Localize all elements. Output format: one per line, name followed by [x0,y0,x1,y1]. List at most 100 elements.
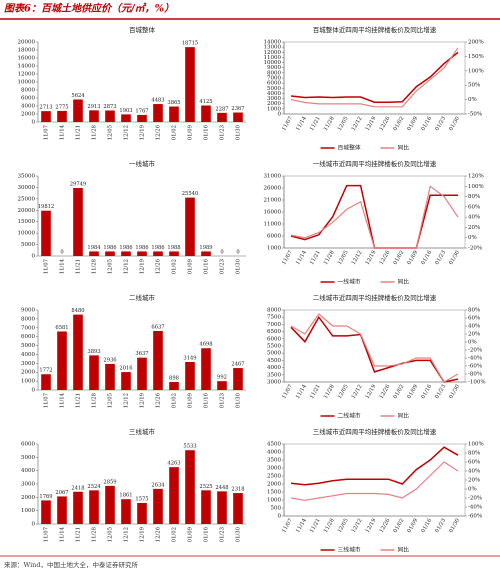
x-tick-label: 11/21 [309,518,322,534]
bar [153,251,163,256]
legend-label: 百城整体 [338,144,361,152]
y-tick-label: 0 [32,254,36,260]
y2-tick-label: 60% [468,460,480,466]
bar [89,110,99,122]
y-tick-label: 0 [278,514,282,520]
y-tick-label: 1000 [267,498,281,504]
x-tick-label: 12/26 [156,258,162,274]
x-tick-label: 12/05 [108,259,114,274]
y-tick-label: 3000 [267,466,281,472]
y2-tick-label: 80% [468,194,480,200]
y2-tick-label: -40% [468,356,482,362]
value-label: 1986 [103,245,116,251]
bar [185,197,195,256]
bar [153,488,163,524]
y2-tick-label: 100% [468,442,484,448]
x-tick-label: 01/02 [172,259,178,274]
bar [169,106,179,122]
x-tick-label: 01/23 [434,116,447,132]
y2-tick-label: -60% [468,364,482,370]
bar [73,188,83,256]
legend-label: 同比 [398,144,410,152]
y-tick-label: 10000 [18,80,36,86]
y-tick-label: 20000 [18,208,36,214]
x-tick-label: 12/19 [140,526,146,542]
value-label: 2367 [231,106,244,112]
chart-title: 二线城市近四周平均挂牌楼板价及同比增速 [313,293,437,302]
y-tick-label: 1000 [267,106,281,112]
x-tick-label: 11/28 [92,526,98,542]
x-tick-label: 11/07 [281,116,294,132]
y-tick-label: 26000 [264,186,282,192]
x-tick-label: 01/30 [448,517,461,534]
series-line [290,47,459,108]
x-tick-label: 12/26 [156,124,162,140]
series-line [290,184,458,249]
x-tick-label: 01/30 [448,383,461,400]
y-tick-label: 8000 [21,88,35,94]
y-tick-label: 0 [32,522,36,528]
value-label: 3149 [183,356,196,362]
y-tick-label: 6000 [267,81,281,87]
bar [121,499,131,524]
y-tick-label: 4000 [267,450,281,456]
value-label: 2859 [103,479,116,485]
y-tick-label: 5000 [21,455,35,461]
series-line [290,315,459,383]
x-tick-label: 01/30 [236,258,242,274]
value-label: 2936 [103,357,116,363]
bar [89,251,99,256]
value-label: 3865 [167,100,180,106]
y-tick-label: 5500 [267,344,281,350]
y-tick-label: 500 [271,506,282,512]
value-label: 1986 [151,245,164,251]
y2-tick-label: 20% [468,478,480,484]
y2-tick-label: -50% [468,112,482,118]
value-label: 5533 [183,444,196,450]
value-label: 2467 [231,362,244,368]
x-tick-label: 11/21 [76,259,82,274]
bar [41,111,51,122]
value-label: 2713 [39,105,52,111]
y-tick-label: 16000 [18,56,36,62]
chart-title: 一线城市近四周平均挂牌楼板价及同比增速 [313,159,437,168]
x-tick-label: 01/09 [188,258,194,274]
value-label: 1861 [119,493,132,499]
bar [105,363,115,390]
bar [233,368,243,390]
bar [105,485,115,524]
bar [73,491,83,524]
x-tick-label: 12/19 [365,249,378,266]
x-tick-label: 01/16 [204,392,210,408]
bar [137,114,147,122]
x-tick-label: 01/30 [236,526,242,542]
value-label: 1903 [119,108,132,114]
y-tick-label: 1000 [21,379,35,385]
legend-label: 同比 [398,412,410,420]
value-label: 1989 [199,245,212,251]
x-tick-label: 01/02 [393,384,406,400]
bar [105,251,115,256]
y2-tick-label: -40% [468,505,482,511]
x-tick-label: 11/28 [323,115,336,132]
value-label: 2524 [87,484,101,490]
bar [201,348,211,390]
y-tick-label: 3000 [21,482,35,488]
x-tick-label: 12/05 [108,393,114,408]
bar [73,314,83,390]
y-tick-label: 6000 [21,442,35,448]
x-tick-label: 01/16 [204,526,210,542]
x-tick-label: 12/05 [337,250,350,266]
chart-title: 三线城市近四周平均挂牌楼板价及同比增速 [313,427,437,436]
y-tick-label: 4000 [267,91,281,97]
y-tick-label: 6000 [267,336,281,342]
value-label: 4698 [199,342,212,348]
x-tick-label: 11/07 [281,250,294,266]
value-label: 4483 [151,98,164,104]
y-tick-label: 10000 [264,60,282,66]
legend-label: 一线城市 [338,278,361,286]
x-tick-label: 11/07 [44,527,50,542]
x-tick-label: 12/05 [337,116,350,132]
y-tick-label: 1000 [267,246,281,252]
x-tick-label: 12/05 [337,518,350,534]
